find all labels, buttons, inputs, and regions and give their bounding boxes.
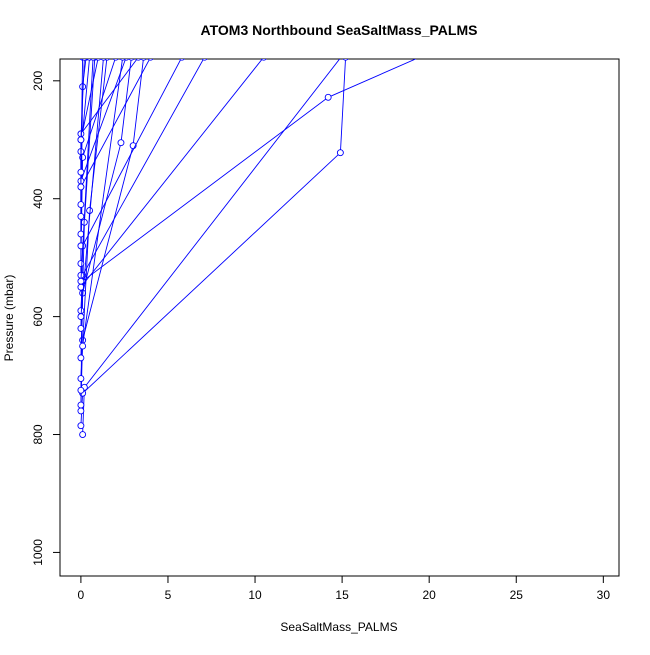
x-tick-label: 25 <box>510 588 524 602</box>
x-tick-label: 30 <box>597 588 611 602</box>
data-point <box>77 183 85 191</box>
data-point <box>77 386 85 394</box>
series-line <box>80 59 85 140</box>
chart-title: ATOM3 Northbound SeaSaltMass_PALMS <box>201 22 478 38</box>
y-tick-label: 600 <box>31 306 45 326</box>
data-point <box>112 59 119 61</box>
data-point <box>79 342 87 350</box>
x-axis-label: SeaSaltMass_PALMS <box>280 620 397 634</box>
data-point <box>77 375 85 382</box>
data-point <box>147 59 154 61</box>
data-point <box>135 59 142 61</box>
data-point <box>77 277 85 285</box>
series-line <box>82 59 123 347</box>
data-point <box>336 149 344 157</box>
data-point <box>119 59 126 61</box>
data-point <box>77 201 85 209</box>
x-tick-label: 5 <box>165 588 172 602</box>
data-point <box>77 324 85 332</box>
data-point <box>81 59 88 61</box>
data-point <box>342 59 349 61</box>
series-line <box>80 59 104 317</box>
y-tick-label: 200 <box>31 70 45 90</box>
series-line <box>80 59 263 288</box>
plot-area <box>77 59 417 438</box>
data-point <box>128 59 135 61</box>
series-line <box>80 59 205 311</box>
data-point <box>77 422 85 430</box>
series-line <box>82 59 341 435</box>
series-line <box>80 59 144 406</box>
data-point <box>77 407 85 415</box>
x-tick-label: 10 <box>248 588 262 602</box>
data-point <box>324 93 332 101</box>
y-axis-label: Pressure (mbar) <box>2 275 16 362</box>
data-point <box>77 168 85 176</box>
data-point <box>117 139 125 147</box>
data-point <box>178 59 185 61</box>
data-point <box>77 260 85 268</box>
data-point <box>95 59 102 61</box>
x-tick-label: 15 <box>335 588 349 602</box>
data-point <box>79 431 87 438</box>
data-point <box>100 59 107 61</box>
data-point <box>140 59 147 61</box>
data-point <box>77 313 85 321</box>
data-point <box>77 401 85 409</box>
data-point <box>77 212 85 220</box>
data-point <box>201 59 208 61</box>
y-tick-label: 400 <box>31 188 45 208</box>
data-point <box>260 59 267 61</box>
series-line <box>80 59 94 282</box>
data-point <box>77 354 85 362</box>
plot-frame <box>59 58 620 577</box>
y-axis: 200 400 600 800 1000 <box>31 70 61 566</box>
data-point <box>77 136 85 144</box>
x-tick-label: 0 <box>78 588 85 602</box>
series-line <box>80 59 417 411</box>
y-tick-label: 800 <box>31 424 45 444</box>
x-tick-label: 20 <box>423 588 437 602</box>
y-tick-label: 1000 <box>31 539 45 566</box>
x-axis: 0 5 10 15 20 25 30 <box>78 575 611 602</box>
data-point <box>90 59 97 61</box>
